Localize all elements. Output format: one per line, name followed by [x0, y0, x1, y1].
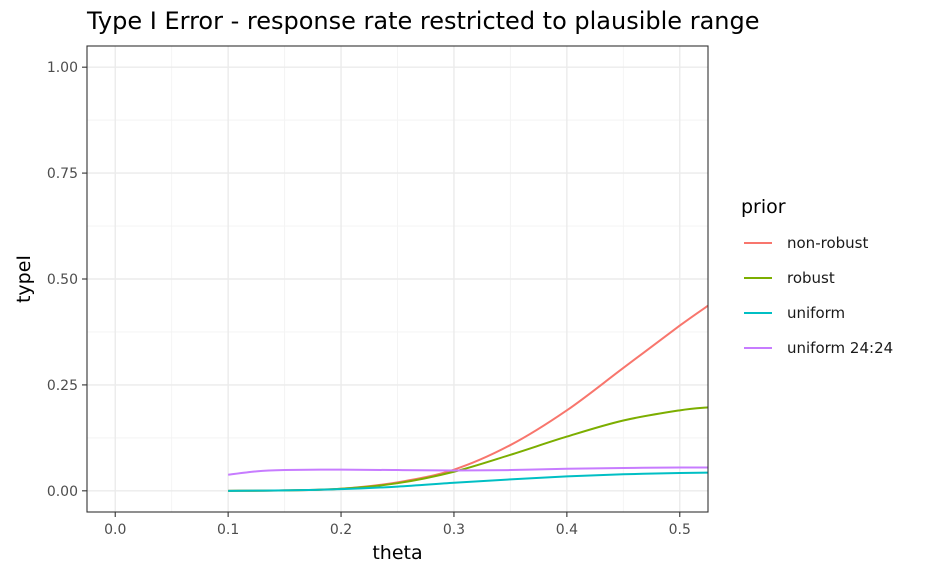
x-tick-label: 0.0: [104, 522, 126, 538]
legend-label-2: robust: [787, 269, 835, 287]
x-tick-label: 0.4: [556, 522, 578, 538]
axes: 0.0 0.1 0.2 0.3 0.4 0.5 0.00 0.25 0.50 0.75 1.00: [47, 60, 691, 538]
x-tick-label: 0.1: [217, 522, 239, 538]
y-axis-title: typeI: [13, 255, 35, 303]
y-tick-label: 0.00: [47, 484, 78, 500]
legend-title: prior: [741, 196, 786, 218]
series-line-3: [228, 471, 709, 492]
series-line-4: [228, 466, 709, 476]
y-tick-label: 1.00: [47, 60, 78, 76]
legend-label-4: uniform 24:24: [787, 339, 893, 357]
x-axis-title: theta: [372, 542, 422, 564]
legend: prior non-robust robust uniform uniform 24:…: [741, 196, 893, 357]
y-tick-label: 0.50: [47, 272, 78, 288]
grid: [87, 46, 708, 512]
chart-title: Type I Error - response rate restricted …: [86, 7, 759, 35]
legend-items: non-robust robust uniform uniform 24:24: [744, 234, 893, 357]
legend-label-3: uniform: [787, 304, 845, 322]
y-tick-label: 0.75: [47, 166, 78, 182]
x-tick-label: 0.2: [330, 522, 352, 538]
series-group: [228, 304, 709, 492]
x-tick-label: 0.3: [443, 522, 465, 538]
legend-label-1: non-robust: [787, 234, 868, 252]
y-tick-label: 0.25: [47, 378, 78, 394]
x-tick-label: 0.5: [669, 522, 691, 538]
